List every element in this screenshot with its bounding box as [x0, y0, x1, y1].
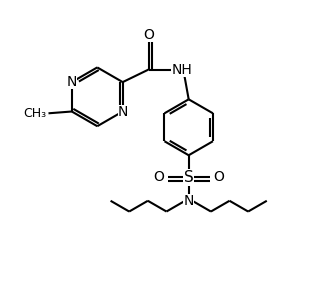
Text: N: N: [183, 194, 194, 208]
Text: O: O: [213, 171, 224, 184]
Text: N: N: [117, 104, 128, 118]
Text: N: N: [67, 75, 77, 89]
Text: O: O: [143, 28, 154, 42]
Text: CH₃: CH₃: [24, 107, 47, 120]
Text: S: S: [184, 170, 194, 185]
Text: NH: NH: [171, 63, 192, 76]
Text: O: O: [153, 171, 164, 184]
